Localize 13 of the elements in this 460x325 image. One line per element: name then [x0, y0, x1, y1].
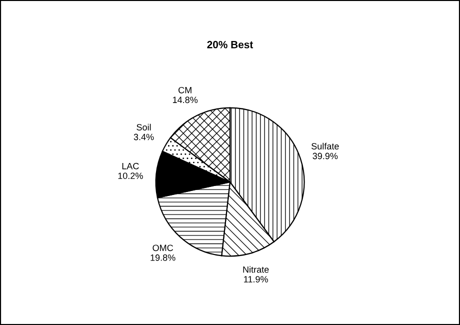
- data-label: 39.9%: [312, 152, 338, 160]
- slice-label: CM: [178, 86, 192, 94]
- data-label: 11.9%: [244, 276, 268, 282]
- data-label: 10.2%: [118, 172, 143, 180]
- slice-label: Soil: [136, 124, 151, 130]
- chart-title: 20% Best: [207, 40, 254, 48]
- data-label: 19.8%: [150, 254, 176, 261]
- slice-label: Nitrate: [243, 266, 269, 273]
- data-label: 3.4%: [134, 134, 154, 140]
- slice-label: OMC: [152, 244, 174, 252]
- data-label: 14.8%: [172, 96, 198, 104]
- slice-label: Sulfate: [312, 142, 339, 150]
- slice-label: LAC: [122, 162, 139, 170]
